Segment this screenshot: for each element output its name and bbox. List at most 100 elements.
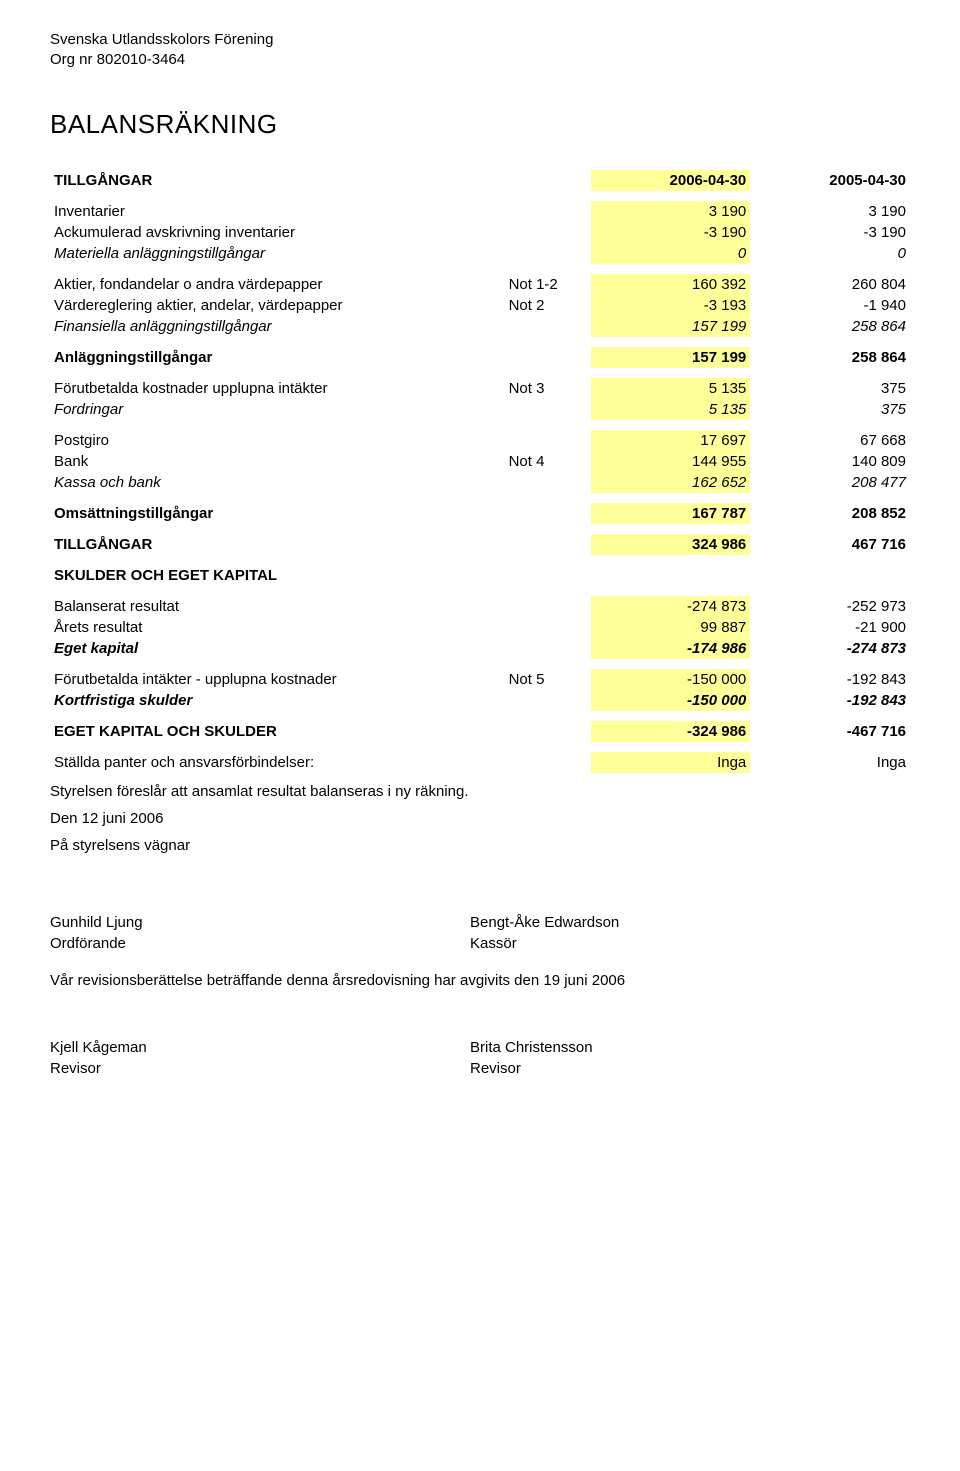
row-value-current: -150 000	[591, 690, 751, 711]
row-value-current: 160 392	[591, 274, 751, 295]
row-note	[505, 534, 591, 555]
sig-name-1: Gunhild Ljung	[50, 914, 470, 931]
org-name: Svenska Utlandsskolors Förening	[50, 30, 910, 50]
row-note	[505, 565, 591, 586]
row-label: Materiella anläggningstillgångar	[50, 243, 505, 264]
row-value-previous: -252 973	[750, 596, 910, 617]
row-value-current: 3 190	[591, 201, 751, 222]
table-row: Omsättningstillgångar 167 787208 852	[50, 503, 910, 524]
sig-name-3: Kjell Kågeman	[50, 1039, 470, 1056]
row-value-previous: 467 716	[750, 534, 910, 555]
row-value-previous: 140 809	[750, 451, 910, 472]
table-row: Balanserat resultat -274 873-252 973	[50, 596, 910, 617]
row-value-previous: 67 668	[750, 430, 910, 451]
row-value-previous: Inga	[750, 752, 910, 773]
row-value-previous: -1 940	[750, 295, 910, 316]
row-value-current: 0	[591, 243, 751, 264]
row-value-previous	[750, 565, 910, 586]
footer-line-1: Styrelsen föreslår att ansamlat resultat…	[50, 783, 910, 800]
row-note	[505, 638, 591, 659]
row-value-current	[591, 565, 751, 586]
row-note	[505, 690, 591, 711]
row-label: Förutbetalda kostnader upplupna intäkter	[50, 378, 505, 399]
row-label: Kortfristiga skulder	[50, 690, 505, 711]
table-row: BankNot 4144 955140 809	[50, 451, 910, 472]
row-label: EGET KAPITAL OCH SKULDER	[50, 721, 505, 742]
table-row: Ackumulerad avskrivning inventarier-3 19…	[50, 222, 910, 243]
row-value-previous: -3 190	[750, 222, 910, 243]
row-note	[505, 222, 591, 243]
row-label: SKULDER OCH EGET KAPITAL	[50, 565, 505, 586]
row-label: Fordringar	[50, 399, 505, 420]
col-heading-date1: 2006-04-30	[591, 170, 751, 191]
table-row: Aktier, fondandelar o andra värdepapperN…	[50, 274, 910, 295]
row-value-previous: 0	[750, 243, 910, 264]
sig-title-2: Kassör	[470, 935, 517, 952]
row-note	[505, 243, 591, 264]
row-label: Aktier, fondandelar o andra värdepapper	[50, 274, 505, 295]
table-row: Kassa och bank162 652208 477	[50, 472, 910, 493]
row-value-current: 17 697	[591, 430, 751, 451]
col-heading-note	[505, 170, 591, 191]
row-note	[505, 399, 591, 420]
row-label: Värdereglering aktier, andelar, värdepap…	[50, 295, 505, 316]
row-value-previous: -274 873	[750, 638, 910, 659]
row-note: Not 5	[505, 669, 591, 690]
row-label: Anläggningstillgångar	[50, 347, 505, 368]
row-value-current: -3 193	[591, 295, 751, 316]
row-value-previous: 375	[750, 378, 910, 399]
row-note: Not 4	[505, 451, 591, 472]
table-row: Ställda panter och ansvarsförbindelser: I…	[50, 752, 910, 773]
balance-sheet-table: TILLGÅNGAR 2006-04-30 2005-04-30 Inventa…	[50, 170, 910, 773]
row-note	[505, 316, 591, 337]
row-value-current: 157 199	[591, 347, 751, 368]
sig-title-4: Revisor	[470, 1060, 521, 1077]
page-title: BALANSRÄKNING	[50, 109, 910, 140]
row-value-current: -3 190	[591, 222, 751, 243]
row-value-current: 324 986	[591, 534, 751, 555]
table-row: Förutbetalda intäkter - upplupna kostnad…	[50, 669, 910, 690]
row-value-current: 99 887	[591, 617, 751, 638]
table-row: TILLGÅNGAR 324 986467 716	[50, 534, 910, 555]
row-value-current: -324 986	[591, 721, 751, 742]
table-row: Anläggningstillgångar 157 199258 864	[50, 347, 910, 368]
row-note	[505, 503, 591, 524]
row-value-current: Inga	[591, 752, 751, 773]
row-value-previous: 258 864	[750, 316, 910, 337]
row-value-current: 144 955	[591, 451, 751, 472]
row-value-current: -274 873	[591, 596, 751, 617]
sig-name-4: Brita Christensson	[470, 1039, 593, 1056]
row-label: Postgiro	[50, 430, 505, 451]
row-label: Kassa och bank	[50, 472, 505, 493]
row-note: Not 2	[505, 295, 591, 316]
row-value-previous: 208 852	[750, 503, 910, 524]
row-label: Finansiella anläggningstillgångar	[50, 316, 505, 337]
table-row: SKULDER OCH EGET KAPITAL	[50, 565, 910, 586]
audit-line: Vår revisionsberättelse beträffande denn…	[50, 972, 910, 989]
row-note	[505, 752, 591, 773]
row-value-current: -150 000	[591, 669, 751, 690]
row-label: Balanserat resultat	[50, 596, 505, 617]
row-value-previous: -467 716	[750, 721, 910, 742]
row-value-current: 5 135	[591, 378, 751, 399]
row-note	[505, 721, 591, 742]
row-note	[505, 201, 591, 222]
row-note	[505, 430, 591, 451]
page-header: Svenska Utlandsskolors Förening Org nr 8…	[50, 30, 910, 69]
row-value-previous: 375	[750, 399, 910, 420]
sig-title-1: Ordförande	[50, 935, 470, 952]
org-number: Org nr 802010-3464	[50, 50, 910, 70]
row-value-current: -174 986	[591, 638, 751, 659]
row-note: Not 1-2	[505, 274, 591, 295]
row-label: Omsättningstillgångar	[50, 503, 505, 524]
row-label: Förutbetalda intäkter - upplupna kostnad…	[50, 669, 505, 690]
row-note	[505, 472, 591, 493]
table-row: Materiella anläggningstillgångar 00	[50, 243, 910, 264]
sig-name-2: Bengt-Åke Edwardson	[470, 914, 619, 931]
row-note	[505, 617, 591, 638]
row-value-previous: 258 864	[750, 347, 910, 368]
row-label: TILLGÅNGAR	[50, 534, 505, 555]
row-value-previous: 260 804	[750, 274, 910, 295]
row-value-current: 167 787	[591, 503, 751, 524]
row-label: Ställda panter och ansvarsförbindelser:	[50, 752, 505, 773]
